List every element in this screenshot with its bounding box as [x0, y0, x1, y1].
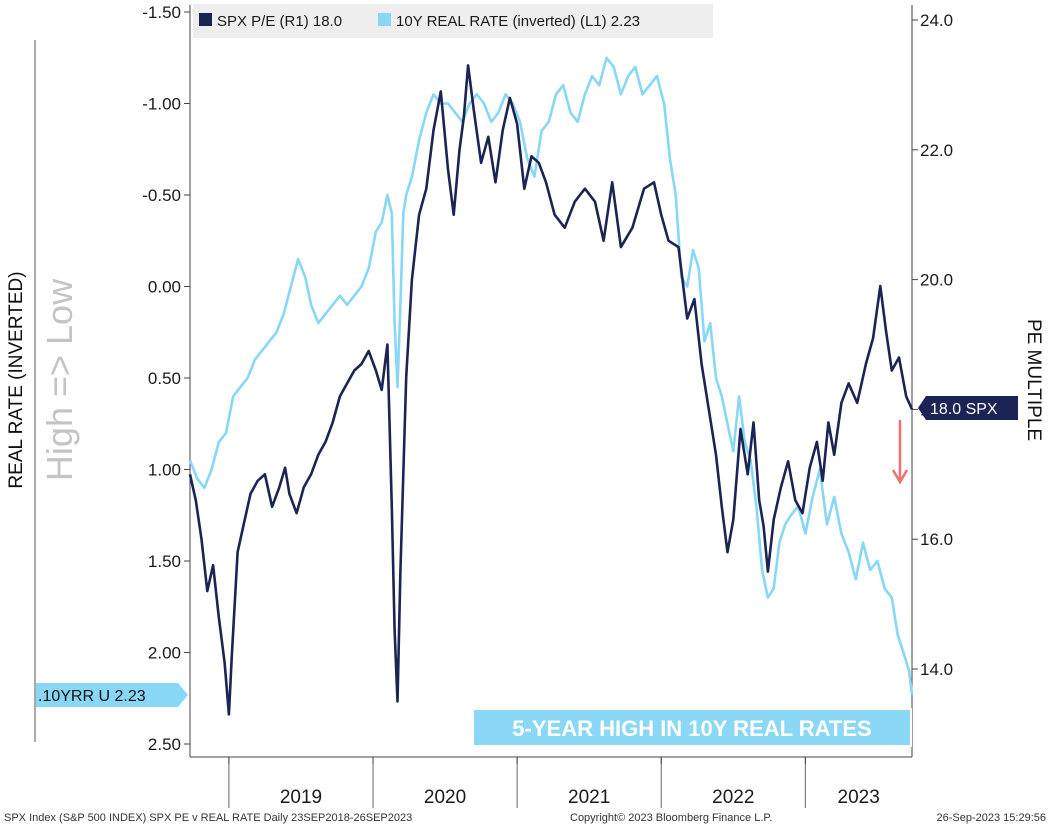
left-tick-label: 0.00 [148, 278, 181, 297]
headline-banner [472, 708, 912, 747]
real-rate-value-tag [36, 683, 188, 707]
right-axis-ticks: 24.022.020.018.016.014.0 [912, 11, 953, 679]
down-arrow-icon [891, 420, 909, 485]
headline-banner-text: 5-YEAR HIGH IN 10Y REAL RATES [512, 716, 871, 741]
footer-copyright: Copyright© 2023 Bloomberg Finance L.P. [570, 812, 772, 824]
spx-value-tag-text: 18.0 SPX [930, 401, 998, 418]
legend-label-real-rate: 10Y REAL RATE (inverted) (L1) 2.23 [396, 13, 640, 30]
legend-label-spx: SPX P/E (R1) 18.0 [217, 13, 342, 30]
series-line-spx-pe [188, 64, 914, 716]
right-tick-label: 22.0 [920, 141, 953, 160]
left-tick-label: 1.50 [148, 552, 181, 571]
legend-swatch-real-rate [378, 13, 391, 26]
left-axis-title: REAL RATE (INVERTED) [6, 271, 27, 488]
year-label: 2020 [424, 787, 466, 808]
left-tick-label: 2.50 [148, 735, 181, 754]
left-tick-label: -1.50 [142, 3, 181, 22]
real-rate-value-tag-text: .10YRR U 2.23 [38, 688, 146, 705]
spx-value-tag [918, 396, 1018, 420]
left-tick-label: -0.50 [142, 186, 181, 205]
left-tick-label: -1.00 [142, 95, 181, 114]
year-label: 2022 [712, 787, 754, 808]
x-axis-ticks: 2019 2020 2021 2022 2023 [228, 757, 880, 808]
left-axis-ticks: -1.50 -1.00 -0.50 0.00 0.50 1.00 1.50 2.00 2.50 [142, 3, 190, 754]
series-line-real-rate [188, 56, 914, 695]
footer-timestamp: 26-Sep-2023 15:29:56 [937, 812, 1046, 824]
left-axis-annotation: High => Low [39, 278, 80, 481]
footer-source: SPX Index (S&P 500 INDEX) SPX PE v REAL … [4, 812, 412, 824]
year-label: 2019 [280, 787, 322, 808]
right-tick-label: 16.0 [920, 530, 953, 549]
year-label: 2023 [838, 787, 880, 808]
year-label: 2021 [568, 787, 610, 808]
legend-box [193, 4, 713, 38]
right-tick-label: 14.0 [920, 660, 953, 679]
right-tick-label: 20.0 [920, 271, 953, 290]
left-tick-label: 2.00 [148, 644, 181, 663]
legend-swatch-spx [199, 13, 212, 26]
left-tick-label: 0.50 [148, 369, 181, 388]
right-axis-title: PE MULTIPLE [1023, 319, 1044, 441]
right-tick-label: 24.0 [920, 11, 953, 30]
left-tick-label: 1.00 [148, 461, 181, 480]
